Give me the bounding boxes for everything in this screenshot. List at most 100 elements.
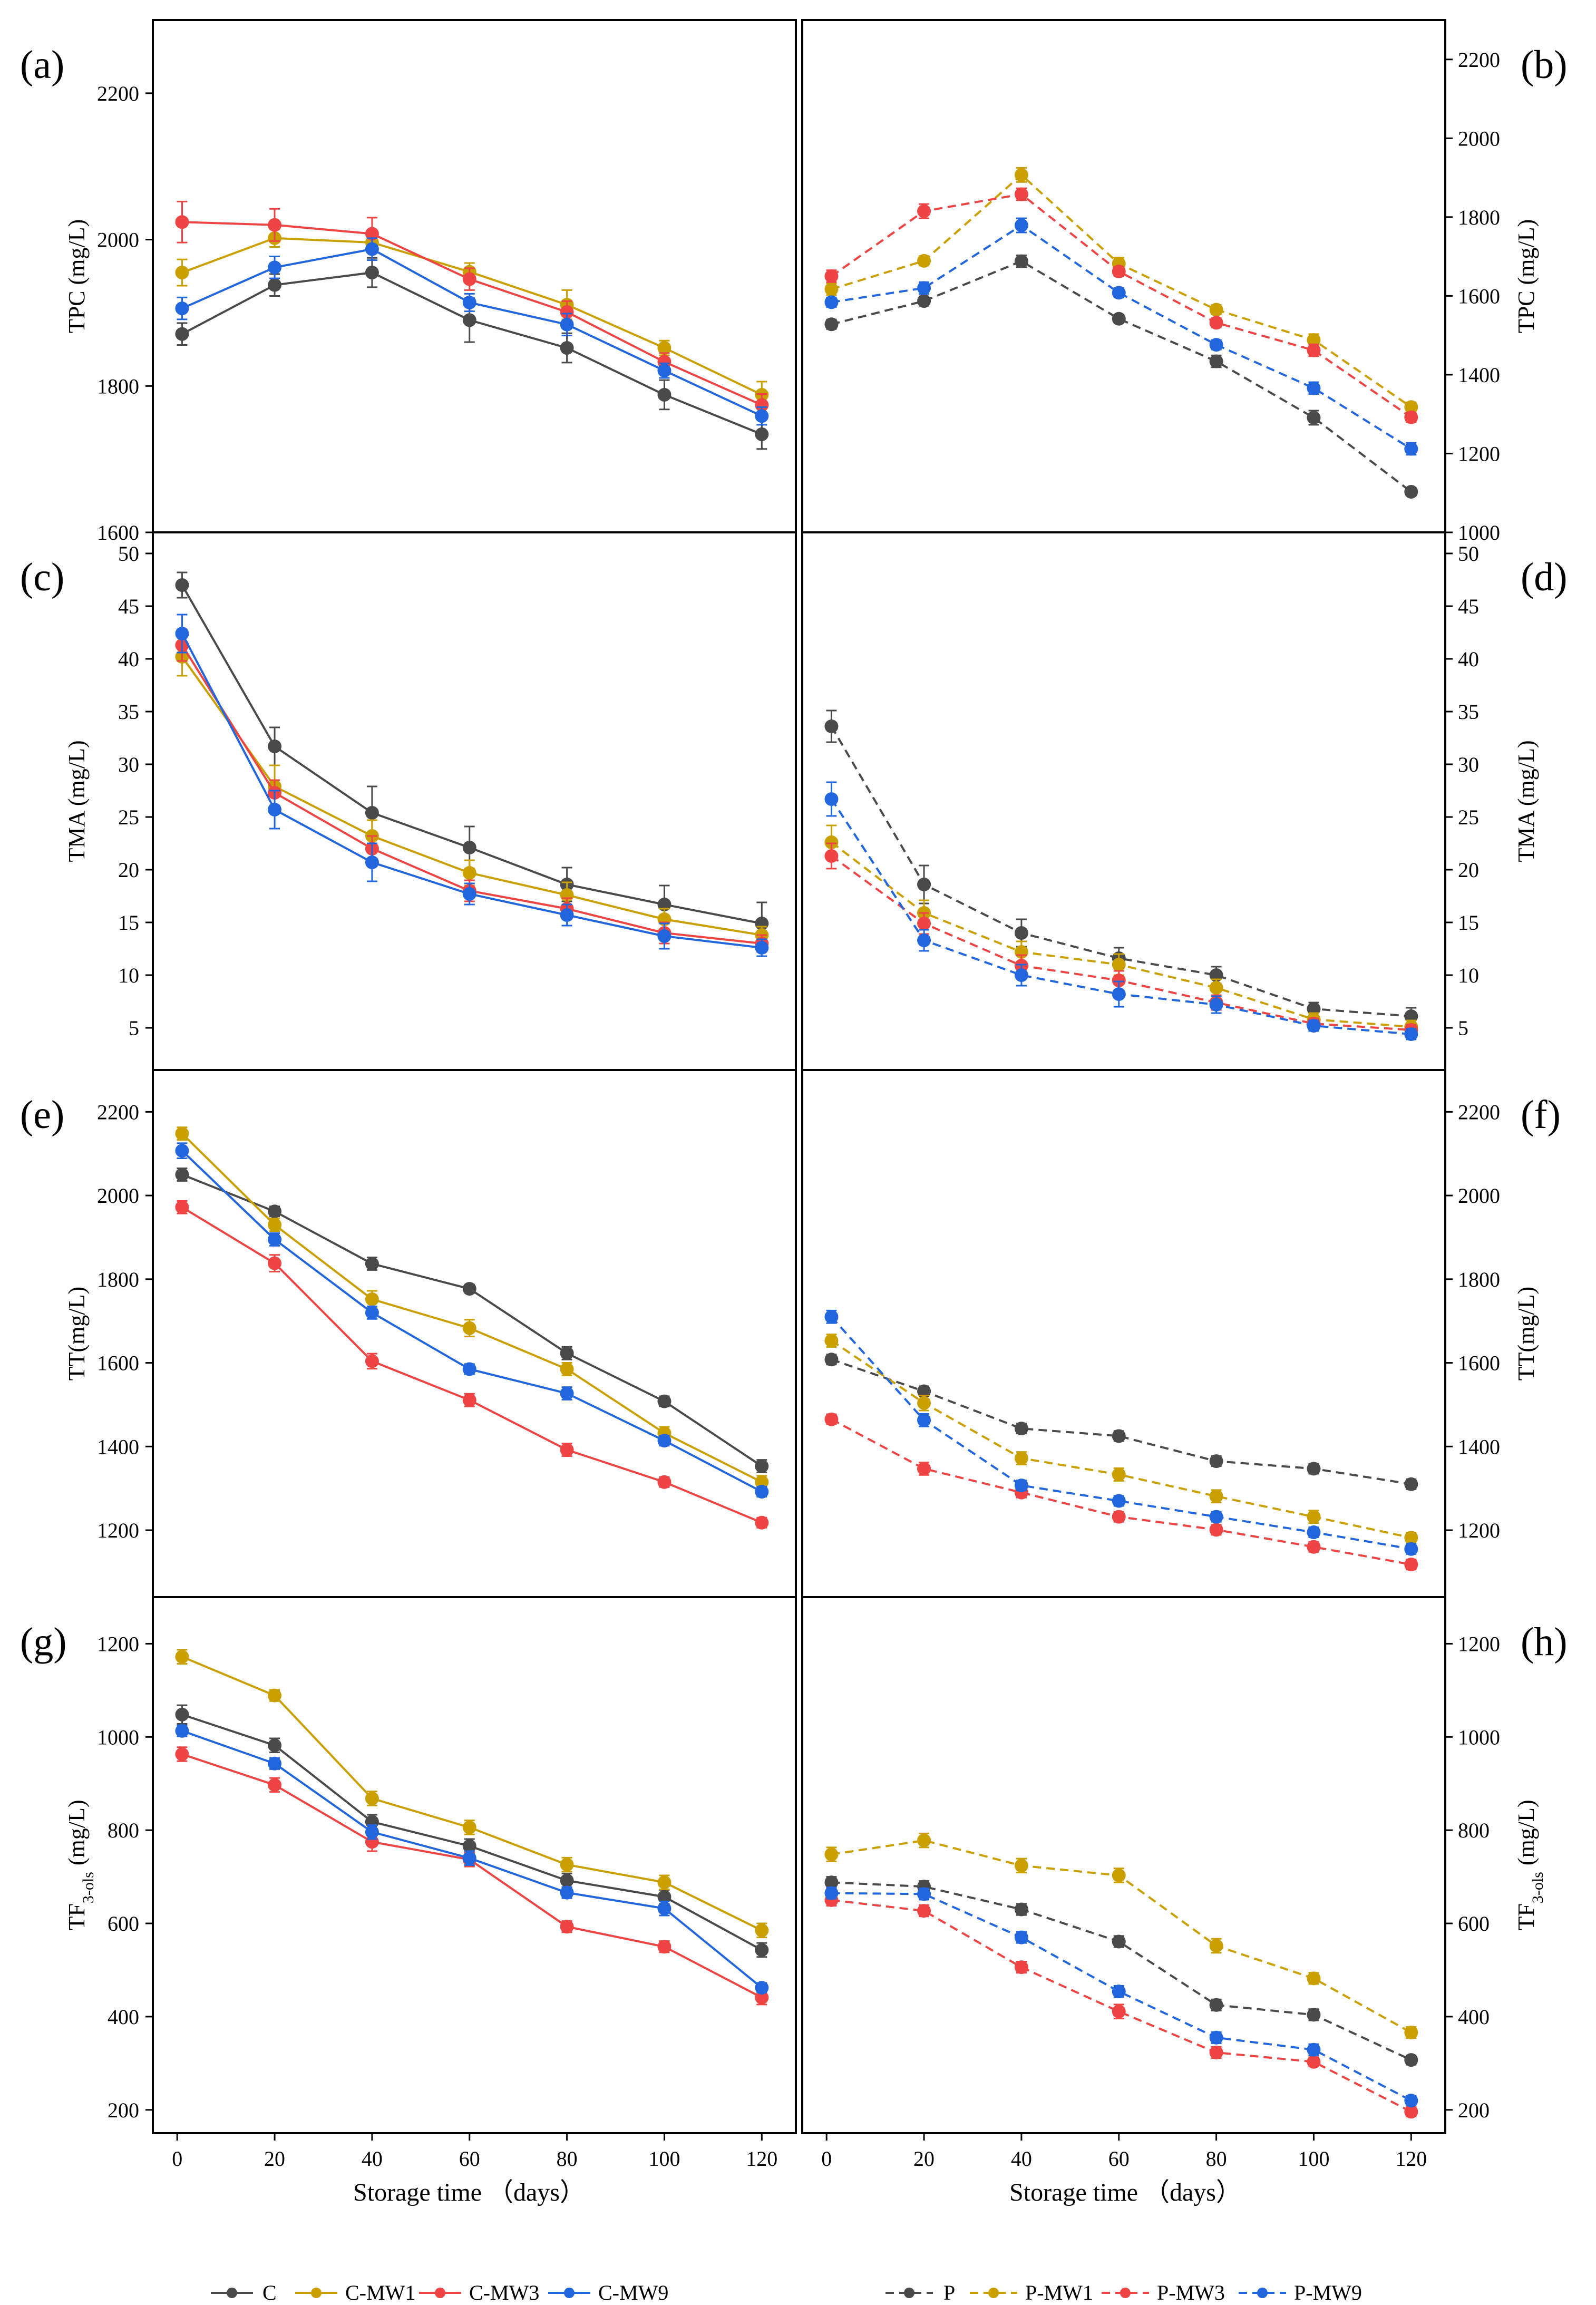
legend-label-p-mw1: P-MW1: [1025, 2281, 1093, 2304]
data-point: [175, 1747, 189, 1762]
data-point: [1112, 974, 1126, 987]
y-axis-label: TF3-ols(mg/L): [1513, 1800, 1546, 1931]
series-c: [175, 571, 769, 946]
data-point: [1209, 2046, 1223, 2060]
data-point: [365, 1257, 379, 1271]
data-point: [1014, 1859, 1028, 1873]
data-point: [1209, 1523, 1223, 1537]
y-tick-label: 25: [1458, 805, 1479, 829]
series-c-mw9: [175, 614, 769, 957]
data-point: [560, 1920, 574, 1934]
panel-label: (f): [1521, 1093, 1561, 1137]
data-point: [1307, 333, 1321, 347]
data-point: [462, 1321, 476, 1335]
data-point: [1404, 2053, 1418, 2067]
y-tick-label: 45: [118, 595, 139, 618]
data-point: [462, 313, 476, 327]
y-tick-label: 1200: [1458, 1632, 1500, 1656]
y-tick-label: 1800: [1458, 1268, 1500, 1291]
data-point: [365, 242, 379, 256]
y-tick-label: 1600: [1458, 1351, 1500, 1375]
data-point: [175, 1144, 189, 1158]
data-point: [1209, 354, 1223, 368]
data-point: [755, 1943, 769, 1957]
y-axis-label: TT(mg/L): [64, 1287, 90, 1380]
data-point: [268, 1756, 282, 1771]
data-point: [175, 215, 189, 229]
data-point: [824, 295, 839, 309]
y-tick-label: 30: [1458, 753, 1479, 776]
series-line: [181, 1133, 763, 1483]
y-tick-label: 600: [108, 1912, 139, 1936]
data-point: [755, 1485, 769, 1499]
data-point: [1014, 1960, 1028, 1975]
panel-c: 5 10 15 20 25 30 35 40 45 50 (c) TMA (mg/L): [20, 531, 797, 1071]
legend-label-c-mw3: C-MW3: [469, 2281, 539, 2304]
data-point: [1404, 410, 1418, 424]
legend-label-p-mw9: P-MW9: [1294, 2281, 1362, 2304]
data-point: [755, 1515, 769, 1530]
data-point: [365, 1306, 379, 1320]
data-point: [824, 1310, 839, 1324]
y-tick-label: 1800: [97, 374, 139, 398]
data-point: [365, 1292, 379, 1306]
data-point: [365, 1792, 379, 1806]
legend-label-p-mw3: P-MW3: [1157, 2281, 1225, 2304]
legend-right: P P-MW1 P-MW3 P-MW9: [885, 2281, 1362, 2304]
series-p-mw3: [824, 842, 1418, 1037]
x-tick-label: 120: [746, 2147, 777, 2171]
y-tick-label: 5: [1458, 1016, 1468, 1040]
panel-label: (g): [20, 1620, 67, 1664]
y-tick-label: 2000: [1458, 127, 1500, 150]
y-tick-label: 40: [1458, 647, 1479, 671]
data-point: [175, 578, 189, 592]
data-point: [175, 627, 189, 640]
data-point: [1209, 303, 1223, 317]
series-line: [181, 1150, 763, 1493]
data-point: [1209, 1998, 1223, 2012]
data-point: [824, 1875, 839, 1890]
series-p-mw3: [824, 1893, 1418, 2119]
series-line: [181, 1753, 763, 1999]
x-tick-label: 40: [1011, 2147, 1032, 2171]
legend-marker-c-mw3: [435, 2288, 445, 2298]
y-axis-label: TPC (mg/L): [1513, 219, 1539, 333]
legend-marker-c-mw1: [311, 2288, 322, 2298]
data-point: [1404, 442, 1418, 456]
y-tick-label: 1200: [1458, 442, 1500, 465]
data-point: [560, 908, 574, 922]
data-point: [657, 387, 672, 402]
data-point: [560, 1386, 574, 1400]
x-tick-label: 120: [1395, 2147, 1427, 2171]
data-point: [917, 1904, 931, 1918]
data-point: [917, 1396, 931, 1410]
y-axis-label: TF3-ols(mg/L): [64, 1800, 97, 1931]
y-tick-label: 10: [118, 964, 139, 987]
data-point: [1404, 400, 1418, 414]
data-point: [657, 1901, 672, 1915]
x-tick-label: 60: [1108, 2147, 1130, 2171]
series-p: [824, 1353, 1418, 1491]
data-point: [1112, 987, 1126, 1001]
y-tick-label: 1400: [1458, 363, 1500, 387]
series-c-mw3: [175, 1746, 769, 2006]
y-tick-label: 800: [108, 1818, 139, 1842]
y-tick-label: 30: [118, 753, 139, 776]
data-point: [1307, 381, 1321, 395]
data-point: [1209, 1454, 1223, 1468]
data-point: [1404, 2094, 1418, 2108]
y-tick-label: 1600: [1458, 284, 1500, 308]
data-point: [175, 302, 189, 316]
data-point: [755, 1923, 769, 1938]
data-point: [1112, 265, 1126, 279]
series-line: [182, 221, 763, 406]
data-point: [824, 317, 839, 332]
data-point: [1112, 286, 1126, 300]
data-point: [755, 409, 769, 423]
y-tick-label: 2200: [1458, 1100, 1500, 1124]
x-tick-label: 80: [1206, 2147, 1227, 2171]
y-axis-label: TPC (mg/L): [64, 219, 90, 333]
data-point: [755, 1990, 769, 2005]
data-point: [268, 740, 282, 753]
